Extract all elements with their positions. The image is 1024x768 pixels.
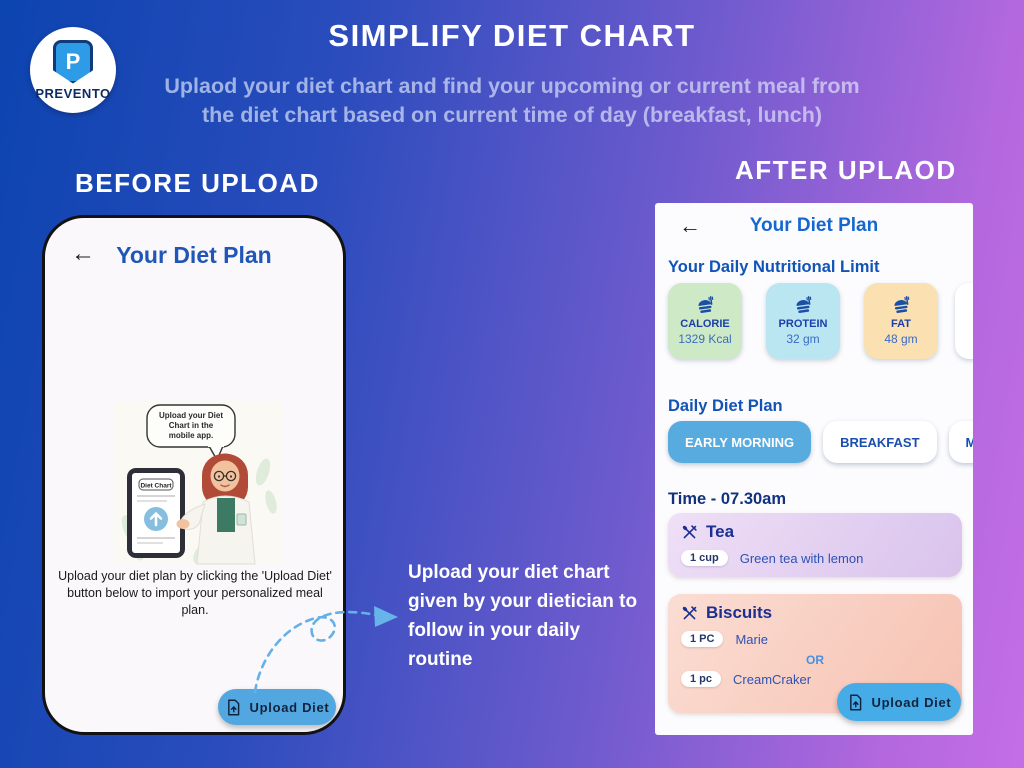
item-description: Marie [735,631,768,647]
svg-text:mobile app.: mobile app. [169,431,213,440]
svg-text:Chart in the: Chart in the [169,421,214,430]
upload-diet-button[interactable]: Upload Diet [837,683,961,721]
svg-text:Diet Chart: Diet Chart [140,483,172,490]
or-separator: OR [806,653,824,667]
upload-diet-button[interactable]: Upload Diet [218,689,336,725]
doctor-illustration: Diet Chart Upload your Diet Chart in the… [113,402,281,565]
back-arrow-icon[interactable]: ← [71,240,95,267]
tab-breakfast[interactable]: BREAKFAST [823,421,937,463]
meal-name: Tea [706,522,735,541]
svg-text:Upload your Diet: Upload your Diet [159,411,223,420]
page-title: SIMPLIFY DIET CHART [328,18,696,53]
after-app-screen: ← Your Diet Plan Your Daily Nutritional … [655,203,973,735]
protein-card: PROTEIN 32 gm [766,283,840,359]
illustration-phone: Diet Chart [127,468,185,558]
card-value: 1329 Kcal [678,332,732,346]
time-label: Time - 07.30am [668,490,787,508]
dashed-arrow [253,606,398,694]
upload-file-icon [849,694,861,710]
card-label: FAT [891,318,911,330]
before-phone-mockup: ← Your Diet Plan Diet Chart [42,215,346,735]
quantity-pill: 1 cup [681,550,728,566]
partial-card [955,283,973,359]
upload-instruction-text: Upload your diet plan by clicking the 'U… [58,569,332,617]
nutrition-section-title: Your Daily Nutritional Limit [668,258,880,276]
meal-name: Biscuits [706,603,773,622]
page-subtitle: Uplaod your diet chart and find your upc… [164,74,860,127]
arrowhead-icon [374,606,398,627]
upload-diet-label: Upload Diet [249,699,330,715]
crossed-utensils-icon [682,524,697,538]
card-value: 48 gm [884,332,918,346]
back-arrow-icon[interactable]: ← [679,213,701,238]
plan-section-title: Daily Diet Plan [668,397,783,415]
prevento-logo: P PREVENTO [30,27,116,113]
upload-diet-label: Upload Diet [871,694,952,710]
logo-brand-text: PREVENTO [35,85,111,101]
tab-mid[interactable]: MID [948,421,973,463]
screen-title: Your Diet Plan [749,215,879,236]
calorie-card: CALORIE 1329 Kcal [668,283,742,359]
after-upload-heading: AFTER UPLAOD [735,155,957,185]
screen-title: Your Diet Plan [116,242,272,268]
food-burger-icon [698,296,714,313]
quantity-pill: 1 pc [681,671,722,687]
food-burger-icon [796,296,812,313]
tab-early-morning[interactable]: EARLY MORNING [668,421,812,463]
meal-tabs: EARLY MORNING BREAKFAST MID [668,421,973,463]
card-label: PROTEIN [778,318,828,330]
card-value: 32 gm [786,332,820,346]
meal-card-tea: Tea 1 cup Green tea with lemon [668,513,962,577]
crossed-utensils-icon [682,605,697,619]
upload-file-icon [227,699,239,715]
annotation-text: Upload your diet chart given by your die… [408,562,638,670]
quantity-pill: 1 PC [681,631,724,647]
speech-bubble: Upload your Diet Chart in the mobile app… [146,404,236,462]
doctor-figure [176,453,256,565]
card-label: CALORIE [680,318,730,330]
before-upload-heading: BEFORE UPLOAD [75,168,320,198]
item-description: Green tea with lemon [739,550,864,566]
fat-card: FAT 48 gm [864,283,938,359]
food-burger-icon [894,296,910,313]
item-description: CreamCraker [733,671,812,687]
nutrition-cards: CALORIE 1329 Kcal PROTEIN 32 gm [668,283,938,359]
